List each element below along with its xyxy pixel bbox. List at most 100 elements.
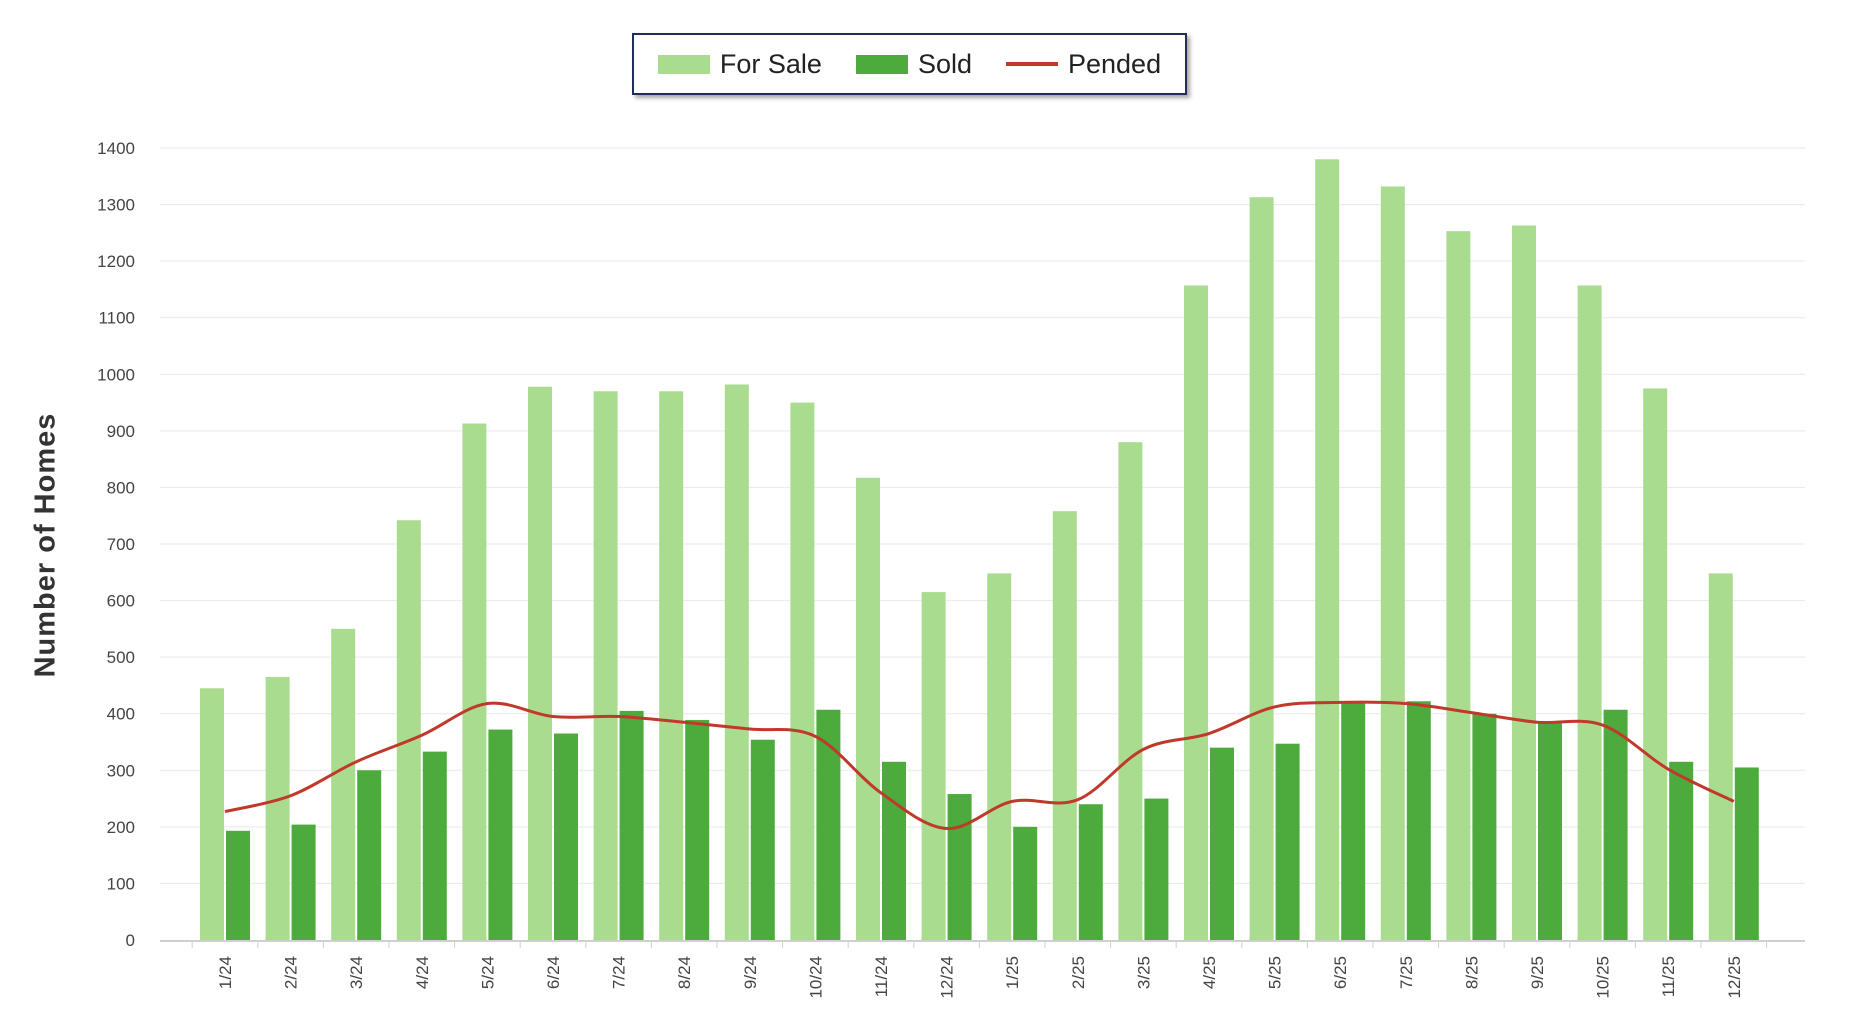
bar-sold[interactable] <box>1144 798 1169 940</box>
bar-for-sale[interactable] <box>1249 197 1274 940</box>
x-tick-label: 4/24 <box>413 956 432 989</box>
y-tick-label: 300 <box>107 761 135 780</box>
gridlines <box>160 147 1805 884</box>
bar-sold[interactable] <box>1275 743 1300 940</box>
x-tick-label: 7/24 <box>610 956 629 989</box>
legend-swatch-sold <box>855 54 908 74</box>
bar-for-sale[interactable] <box>1708 573 1733 940</box>
bar-for-sale[interactable] <box>1184 285 1208 940</box>
x-tick-label: 1/25 <box>1003 956 1022 989</box>
y-tick-label: 400 <box>107 705 135 724</box>
bar-for-sale[interactable] <box>1315 159 1340 941</box>
y-tick-label: 900 <box>107 422 135 441</box>
pended-line <box>224 700 1735 831</box>
bar-sold[interactable] <box>554 733 578 940</box>
legend-label-pended: Pended <box>1068 48 1162 79</box>
bar-sold[interactable] <box>816 709 841 940</box>
bar-sold[interactable] <box>488 729 513 940</box>
bar-for-sale[interactable] <box>1118 442 1143 940</box>
y-tick-label: 1000 <box>97 365 135 384</box>
bar-sold[interactable] <box>750 739 775 940</box>
legend-swatch-for-sale <box>657 54 710 74</box>
bar-for-sale[interactable] <box>659 391 684 940</box>
bar-sold[interactable] <box>226 830 250 940</box>
y-tick-label: 200 <box>107 818 135 837</box>
x-tick-label: 1/24 <box>216 956 235 989</box>
bar-for-sale[interactable] <box>856 477 880 940</box>
bar-sold[interactable] <box>1013 826 1038 940</box>
x-axis <box>160 940 1805 948</box>
x-tick-label: 10/24 <box>806 956 825 999</box>
bar-for-sale[interactable] <box>1052 511 1077 940</box>
y-tick-label: 700 <box>107 535 135 554</box>
x-tick-label: 7/25 <box>1397 956 1416 989</box>
x-tick-label: 5/25 <box>1266 956 1285 989</box>
legend-item-pended[interactable]: Pended <box>1006 49 1161 80</box>
bar-for-sale[interactable] <box>790 402 815 941</box>
bar-sold[interactable] <box>882 761 906 940</box>
y-axis-ticks: 0 100 200 300 400 500 600 700 800 900 1000 1100 1200… <box>97 139 135 950</box>
x-axis-ticks: 1/24 2/24 3/24 4/24 5/24 6/24 7/24 8/24 9/24 10/2… <box>216 956 1744 999</box>
y-tick-label: 1200 <box>97 252 135 271</box>
bar-for-sale[interactable] <box>724 384 749 940</box>
x-tick-label: 12/25 <box>1725 956 1744 999</box>
y-tick-label: 100 <box>107 874 135 893</box>
bar-sold[interactable] <box>1734 767 1759 940</box>
y-tick-label: 600 <box>107 592 135 611</box>
x-tick-label: 9/24 <box>741 956 760 989</box>
y-tick-label: 800 <box>107 478 135 497</box>
legend-item-for-sale[interactable]: For Sale <box>657 48 822 80</box>
bar-for-sale[interactable] <box>462 423 487 940</box>
bar-sold[interactable] <box>422 751 447 940</box>
y-axis-label: Number of Homes <box>29 412 62 678</box>
x-tick-label: 6/25 <box>1331 956 1350 989</box>
x-tick-label: 11/25 <box>1659 956 1678 997</box>
x-tick-label: 6/24 <box>544 956 563 989</box>
bar-for-sale[interactable] <box>200 688 224 940</box>
y-tick-label: 1300 <box>97 196 135 215</box>
bar-for-sale[interactable] <box>1512 225 1536 940</box>
x-tick-label: 3/24 <box>347 956 366 989</box>
bar-for-sale[interactable] <box>331 628 356 940</box>
x-tick-label: 2/25 <box>1069 956 1088 989</box>
x-tick-label: 2/24 <box>282 956 301 989</box>
bar-sold[interactable] <box>685 719 710 940</box>
bar-for-sale[interactable] <box>921 592 946 940</box>
x-tick-label: 12/24 <box>938 956 957 999</box>
x-tick-label: 5/24 <box>478 956 497 989</box>
bar-for-sale[interactable] <box>987 573 1012 940</box>
bar-sold[interactable] <box>1210 747 1234 940</box>
bar-sold[interactable] <box>1472 713 1497 940</box>
pended-line-path[interactable] <box>224 700 1735 831</box>
bars <box>200 159 1759 941</box>
bar-sold[interactable] <box>357 770 382 940</box>
y-tick-label: 500 <box>107 648 135 667</box>
bar-for-sale[interactable] <box>1643 388 1668 940</box>
bar-for-sale[interactable] <box>1380 186 1405 940</box>
bar-sold[interactable] <box>1538 723 1562 940</box>
bar-for-sale[interactable] <box>1577 285 1602 940</box>
bar-for-sale[interactable] <box>593 391 618 940</box>
bar-sold[interactable] <box>947 794 972 940</box>
x-tick-label: 8/25 <box>1462 956 1481 989</box>
bar-sold[interactable] <box>1603 709 1628 940</box>
bar-sold[interactable] <box>1406 701 1431 940</box>
bar-for-sale[interactable] <box>1446 231 1471 940</box>
legend-label-sold: Sold <box>917 48 972 79</box>
bar-sold[interactable] <box>619 710 644 940</box>
bar-for-sale[interactable] <box>528 386 552 940</box>
bar-for-sale[interactable] <box>265 676 290 940</box>
bar-for-sale[interactable] <box>396 520 421 940</box>
x-tick-label: 10/25 <box>1594 956 1613 999</box>
bar-sold[interactable] <box>1669 761 1694 940</box>
bar-sold[interactable] <box>291 824 316 940</box>
x-tick-label: 9/25 <box>1528 956 1547 989</box>
x-tick-label: 3/25 <box>1134 956 1153 989</box>
bar-sold[interactable] <box>1078 804 1103 940</box>
legend-swatch-pended <box>1006 62 1058 66</box>
legend-label-for-sale: For Sale <box>719 48 822 79</box>
legend-item-sold[interactable]: Sold <box>855 48 972 80</box>
x-tick-label: 4/25 <box>1200 956 1219 989</box>
bar-sold[interactable] <box>1341 702 1366 940</box>
